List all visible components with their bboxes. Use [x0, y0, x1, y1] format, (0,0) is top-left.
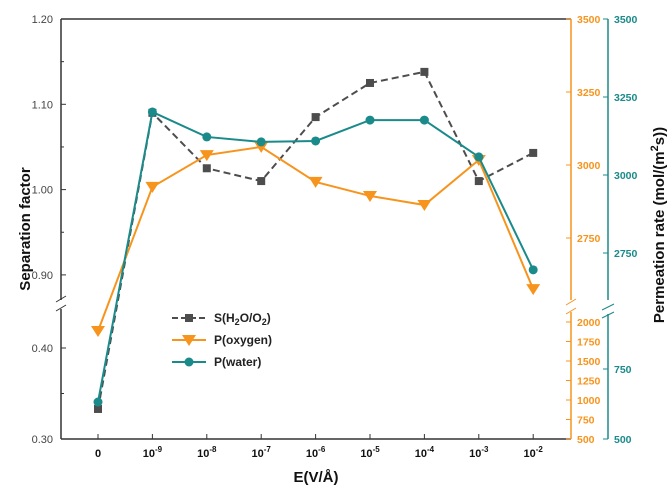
- legend-text-part: ): [267, 311, 271, 325]
- x-tick-label: 10-8: [197, 445, 217, 460]
- data-point-p-water: [365, 115, 375, 125]
- x-tick-base: 10: [143, 448, 155, 460]
- oxygen-tick-label: 2750: [577, 233, 601, 245]
- oxygen-tick-label: 1250: [577, 376, 601, 388]
- x-tick-exp: -2: [536, 445, 544, 454]
- data-point-s-h2o-o2: [202, 164, 211, 173]
- oxygen-tick-label: 1750: [577, 337, 601, 349]
- x-tick-base: 10: [360, 448, 372, 460]
- data-point-p-oxygen: [417, 200, 432, 212]
- left-tick-label: 1.20: [32, 14, 53, 26]
- right-axis-title: Permeation rate (mol/(m2s)): [649, 127, 668, 323]
- left-axis-break: [55, 295, 67, 312]
- x-tick-exp: -5: [373, 445, 381, 454]
- data-point-s-h2o-o2: [257, 177, 266, 186]
- data-point-s-h2o-o2: [420, 67, 429, 76]
- oxygen-tick-label: 750: [577, 415, 595, 427]
- axis-title-main: Permeation rate (mol/(m: [651, 151, 668, 323]
- x-tick-base: 10: [415, 448, 427, 460]
- x-tick-base: 10: [306, 448, 318, 460]
- x-tick-exp: -9: [155, 445, 163, 454]
- data-point-p-water: [528, 265, 538, 275]
- series-line-p-oxygen: [97, 145, 535, 332]
- x-tick-exp: -6: [318, 445, 326, 454]
- water-tick-label: 750: [614, 364, 632, 376]
- data-point-p-oxygen: [199, 150, 214, 162]
- data-point-s-h2o-o2: [311, 113, 320, 122]
- legend-text-part: S(H: [214, 311, 235, 325]
- series-line-s-h2o-o2: [97, 70, 534, 410]
- data-point-p-water: [311, 136, 321, 146]
- x-tick-base: 10: [469, 448, 481, 460]
- oxygen-tick-label: 3500: [577, 14, 601, 26]
- data-point-p-water: [474, 152, 484, 162]
- data-point-p-water: [202, 132, 212, 142]
- legend-marker: [184, 357, 194, 367]
- left-tick-label: 0.40: [32, 343, 53, 355]
- legend-label: P(oxygen): [214, 333, 272, 347]
- x-tick-base: 10: [252, 448, 264, 460]
- data-point-p-water: [147, 107, 157, 117]
- x-axis-title: E(V/Å): [294, 469, 339, 486]
- legend-marker: [182, 335, 196, 346]
- legend-label: S(H2O/O2): [214, 311, 271, 327]
- data-point-p-water: [256, 137, 266, 147]
- x-tick-base: 10: [197, 448, 209, 460]
- data-point-s-h2o-o2: [529, 148, 538, 157]
- axis-title-tail: s)): [651, 127, 668, 145]
- x-tick-base: 0: [95, 448, 101, 460]
- series-line-p-water: [97, 110, 535, 403]
- x-tick-label: 10-6: [306, 445, 326, 460]
- x-tick-exp: -3: [481, 445, 489, 454]
- oxygen-tick-label: 1500: [577, 356, 601, 368]
- water-tick-label: 3250: [614, 92, 638, 104]
- x-tick-exp: -7: [264, 445, 272, 454]
- oxygen-tick-label: 3250: [577, 87, 601, 99]
- data-point-s-h2o-o2: [366, 78, 374, 87]
- x-tick-label: 10-7: [252, 445, 272, 460]
- x-tick-exp: -4: [427, 445, 435, 454]
- x-tick-label: 10-3: [469, 445, 489, 460]
- water-tick-label: 500: [614, 434, 632, 446]
- legend-text-part: 2: [235, 317, 240, 327]
- axis-title-sup: 2: [649, 145, 661, 151]
- water-tick-label: 3500: [614, 14, 638, 26]
- oxygen-tick-label: 1000: [577, 395, 601, 407]
- x-tick-label: 10-5: [360, 445, 380, 460]
- x-tick-label: 10-4: [415, 445, 435, 460]
- data-point-p-oxygen: [308, 176, 323, 188]
- oxygen-axis-break: [565, 298, 577, 315]
- water-axis-break: [601, 303, 615, 319]
- left-tick-label: 0.30: [32, 434, 53, 446]
- left-tick-label: 1.00: [32, 185, 53, 197]
- x-tick-label: 10-2: [524, 445, 544, 460]
- water-tick-label: 3000: [614, 170, 638, 182]
- data-point-p-oxygen: [363, 190, 377, 202]
- left-tick-label: 0.90: [32, 270, 53, 282]
- x-tick-label: 10-9: [143, 445, 163, 460]
- water-tick-label: 2750: [614, 248, 638, 260]
- left-axis-title: Separation factor: [17, 167, 34, 291]
- legend-text-part: O/O: [240, 311, 262, 325]
- data-point-p-oxygen: [526, 284, 541, 296]
- left-tick-label: 1.10: [32, 99, 53, 111]
- legend-text-part: 2: [262, 317, 267, 327]
- data-point-p-water: [93, 397, 103, 407]
- oxygen-tick-label: 3000: [577, 160, 601, 172]
- data-point-s-h2o-o2: [474, 177, 483, 186]
- x-tick-label: 0: [95, 448, 101, 460]
- oxygen-tick-label: 2000: [577, 317, 601, 329]
- data-point-p-oxygen: [91, 325, 105, 337]
- data-point-p-oxygen: [145, 181, 160, 193]
- data-point-s-h2o-o2: [94, 404, 102, 413]
- x-tick-base: 10: [524, 448, 536, 460]
- legend-marker: [185, 314, 193, 322]
- x-tick-exp: -8: [209, 445, 217, 454]
- data-point-p-water: [419, 115, 429, 125]
- oxygen-tick-label: 500: [577, 434, 595, 446]
- legend-label: P(water): [214, 355, 261, 369]
